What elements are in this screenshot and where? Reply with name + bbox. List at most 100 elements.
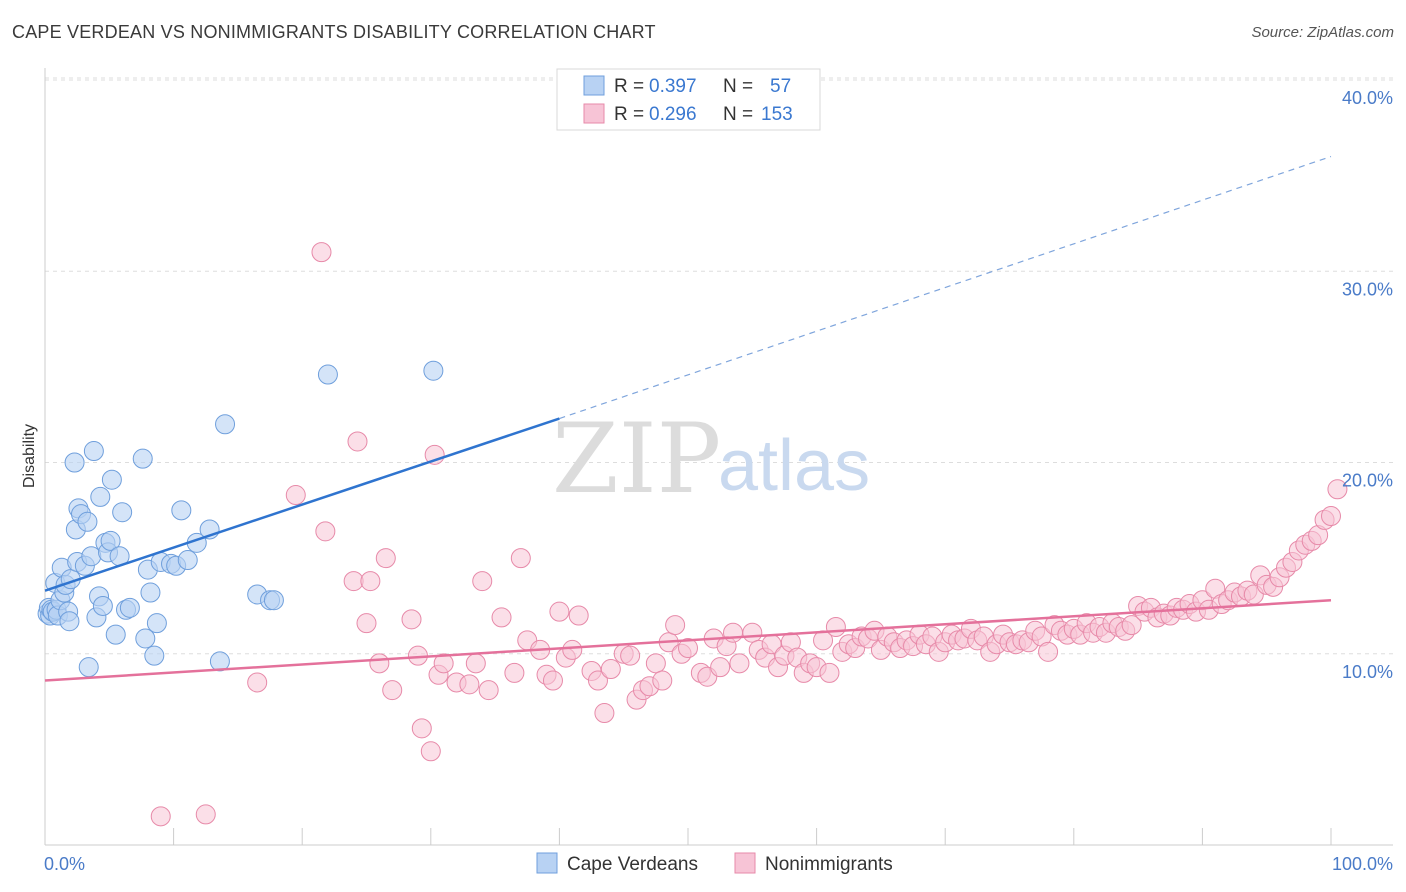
nonimmigrant-point: [652, 670, 673, 691]
nonimmigrant-point: [600, 659, 621, 680]
nonimmigrant-point: [549, 601, 570, 622]
watermark: ZIP atlas: [552, 403, 870, 515]
nonimmigrant-point: [1327, 479, 1348, 500]
nonimmigrant-point: [1321, 506, 1341, 527]
nonimmigrant-point: [825, 616, 846, 637]
legend-box: R = 0.397 N = 57 R = 0.296 N = 153: [556, 68, 821, 131]
cape-verdean-point: [78, 657, 99, 678]
nonimmigrant-point: [542, 670, 563, 691]
nonimmigrant-point: [433, 653, 454, 674]
trend-lines: [44, 155, 1332, 682]
cape-verdean-point: [423, 360, 444, 381]
nonimmigrant-point: [375, 548, 396, 569]
nonimmigrants-points: [150, 242, 1348, 827]
nonimmigrant-point: [420, 741, 441, 762]
bottom-legend-cape-verdeans: Cape Verdeans: [567, 854, 698, 875]
cape-verdean-point: [317, 364, 338, 385]
legend-r-label-2: R =: [614, 104, 644, 125]
nonimmigrant-point: [356, 613, 377, 634]
nonimmigrant-point: [1038, 641, 1059, 662]
x-tick-label-start: 0.0%: [44, 854, 85, 874]
grid-layer: [45, 77, 1393, 655]
nonimmigrant-point: [343, 571, 364, 592]
cape-verdean-point: [177, 550, 198, 571]
nonimmigrant-point: [587, 670, 608, 691]
legend-n-label-1: N =: [723, 76, 753, 97]
y-tick-label: 30.0%: [1342, 279, 1393, 299]
bottom-legend: Cape Verdeans Nonimmigrants: [536, 852, 893, 875]
cape-verdeans-trend-line: [44, 417, 560, 592]
nonimmigrant-point: [195, 804, 216, 825]
watermark-atlas: atlas: [718, 426, 870, 506]
nonimmigrant-point: [504, 662, 525, 683]
y-tick-label: 10.0%: [1342, 662, 1393, 682]
nonimmigrant-point: [285, 485, 306, 506]
nonimmigrant-point: [382, 680, 403, 701]
cape-verdean-point: [81, 546, 102, 567]
nonimmigrant-point: [819, 662, 840, 683]
nonimmigrant-point: [568, 605, 589, 626]
watermark-zip: ZIP: [552, 403, 721, 515]
bottom-legend-nonimmigrants: Nonimmigrants: [765, 854, 893, 875]
cape-verdean-point: [209, 651, 230, 672]
cape-verdean-point: [140, 582, 161, 603]
y-axis-label: Disability: [21, 424, 38, 488]
nonimmigrant-point: [491, 607, 512, 628]
bottom-legend-swatch-blue: [536, 852, 558, 874]
nonimmigrant-point: [459, 674, 480, 695]
nonimmigrant-point: [472, 571, 493, 592]
source-label: Source: ZipAtlas.com: [1251, 24, 1394, 41]
cape-verdean-point: [146, 613, 167, 634]
nonimmigrants-trend-line: [44, 598, 1332, 682]
y-tick-label: 20.0%: [1342, 471, 1393, 491]
cape-verdean-point: [101, 469, 122, 490]
cape-verdean-point: [119, 597, 140, 618]
nonimmigrant-point: [150, 806, 171, 827]
nonimmigrant-point: [678, 638, 698, 659]
nonimmigrant-point: [315, 521, 336, 542]
nonimmigrant-point: [645, 653, 666, 674]
legend-r-value-2: 0.296: [649, 104, 697, 125]
nonimmigrant-point: [360, 571, 381, 592]
nonimmigrant-point: [311, 242, 332, 263]
chart-title: CAPE VERDEAN VS NONIMMIGRANTS DISABILITY…: [12, 22, 656, 42]
legend-n-value-1: 57: [770, 76, 791, 97]
nonimmigrant-point: [710, 657, 731, 678]
nonimmigrant-point: [594, 703, 615, 724]
nonimmigrant-point: [369, 653, 390, 674]
cape-verdean-point: [59, 611, 80, 632]
cape-verdean-point: [105, 624, 126, 645]
cape-verdean-point: [83, 441, 104, 462]
legend-swatch-blue: [583, 75, 605, 96]
cape-verdean-point: [144, 645, 165, 666]
nonimmigrant-point: [742, 622, 763, 643]
cape-verdean-point: [263, 590, 284, 611]
cape-verdean-point: [135, 628, 156, 649]
nonimmigrant-point: [723, 622, 744, 643]
cape-verdean-point: [77, 511, 98, 532]
cape-verdean-point: [92, 595, 113, 616]
cape-verdean-point: [171, 500, 192, 521]
nonimmigrant-point: [620, 645, 641, 666]
nonimmigrant-point: [247, 672, 268, 693]
nonimmigrant-point: [510, 548, 531, 569]
nonimmigrant-point: [411, 718, 432, 739]
nonimmigrant-point: [562, 639, 583, 660]
nonimmigrant-point: [347, 431, 368, 452]
cape-verdean-point: [215, 414, 236, 435]
nonimmigrant-point: [465, 653, 486, 674]
cape-verdean-point: [100, 530, 121, 551]
nonimmigrant-point: [478, 680, 499, 701]
legend-n-label-2: N =: [723, 104, 753, 125]
axes-layer: [44, 68, 1393, 846]
x-tick-label-end: 100.0%: [1332, 854, 1393, 874]
legend-n-value-2: 153: [761, 104, 793, 125]
y-tick-label: 40.0%: [1342, 88, 1393, 108]
bottom-legend-swatch-pink: [734, 852, 756, 874]
legend-r-label-1: R =: [614, 76, 644, 97]
cape-verdean-point: [90, 486, 111, 507]
cape-verdeans-points: [37, 360, 444, 678]
cape-verdeans-trend-extension: [559, 155, 1332, 420]
nonimmigrant-point: [401, 609, 422, 630]
